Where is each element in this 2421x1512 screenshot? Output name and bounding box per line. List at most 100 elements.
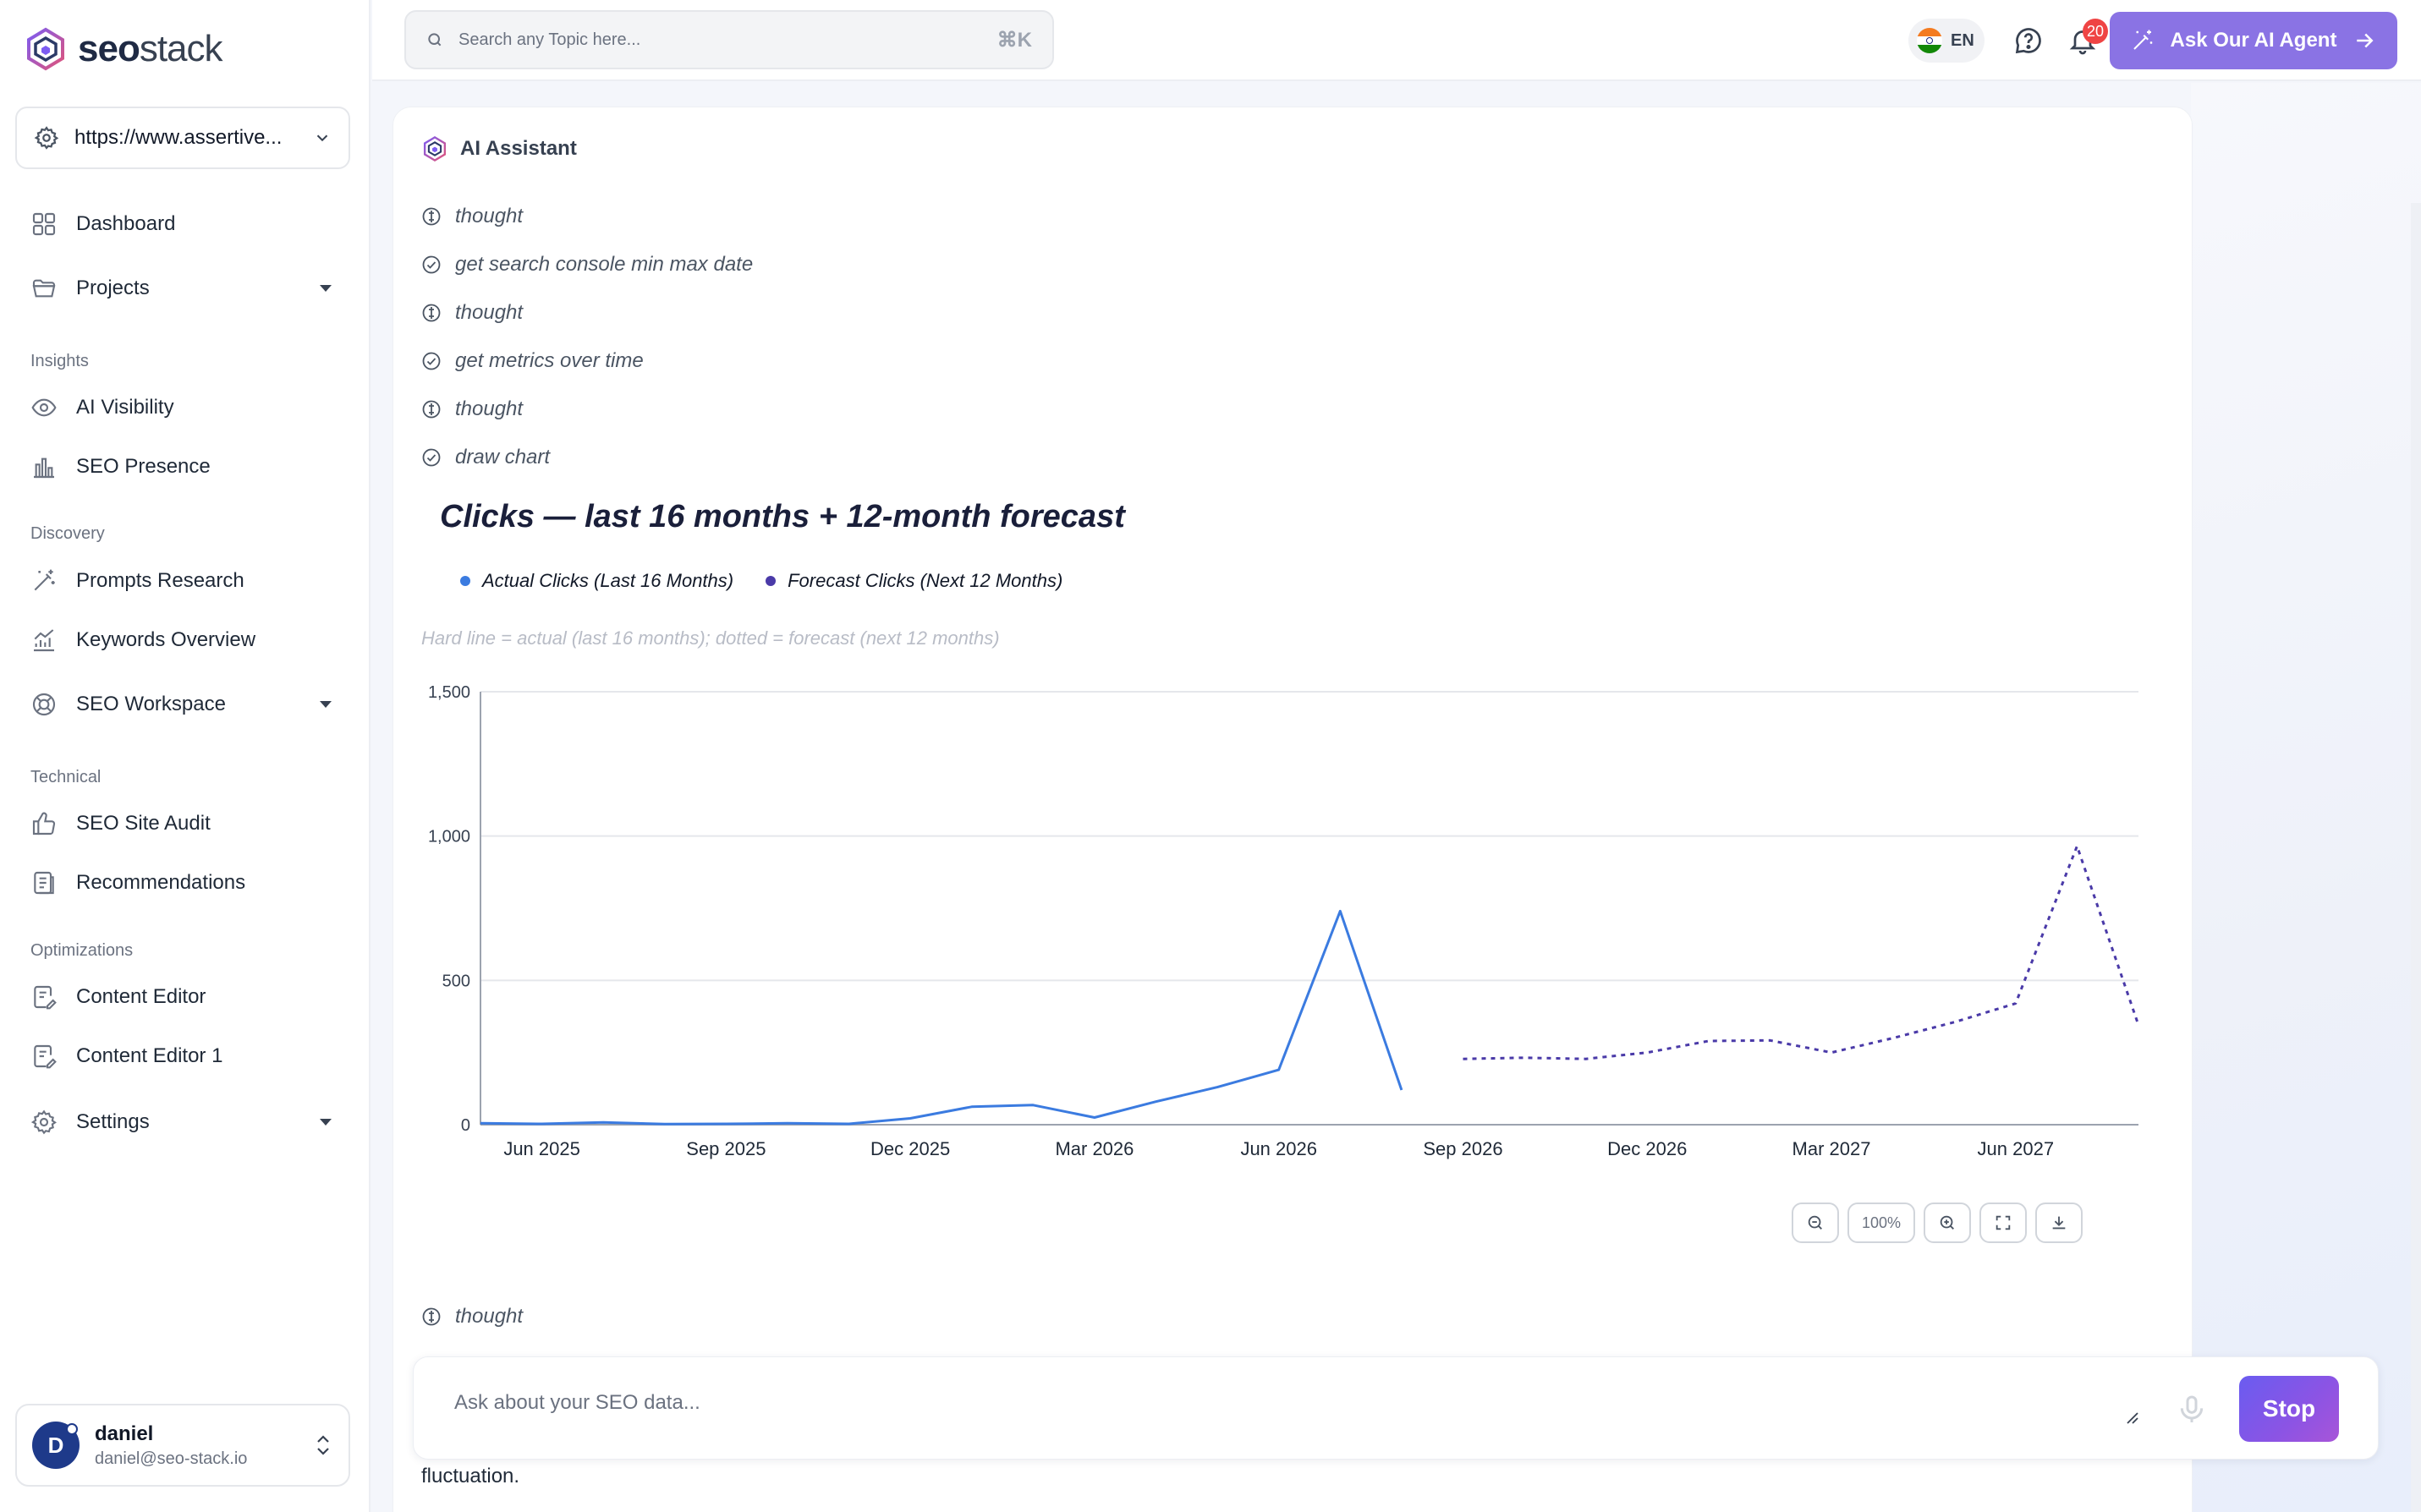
clicks-line-chart: 0 500 1,000 1,500 Jun 2025 Sep 2025 Dec 2025 Ma… [428,683,2140,1159]
check-circle-icon [422,255,441,274]
sidebar-item-label: SEO Site Audit [76,812,211,835]
step-label: thought [455,205,524,227]
sidebar-item-projects[interactable]: Projects [30,270,343,307]
brand-logo[interactable]: seostack [25,25,223,73]
section-label-technical: Technical [30,768,102,786]
assistant-response-text: fluctuation. [421,1465,520,1487]
step-item: thought [421,301,523,325]
y-tick-label: 1,000 [428,828,470,846]
user-menu[interactable]: D daniel daniel@seo-stack.io [15,1404,350,1487]
help-icon[interactable] [2013,25,2044,56]
sidebar-item-settings[interactable]: Settings [30,1104,343,1141]
language-selector[interactable]: EN [1908,19,1985,63]
step-item: get metrics over time [421,349,644,373]
sidebar-item-seo-workspace[interactable]: SEO Workspace [30,686,343,723]
brand-name-regular: stack [139,28,223,69]
x-tick-label: Mar 2027 [1792,1138,1871,1159]
sidebar-item-keywords-overview[interactable]: Keywords Overview [30,622,343,659]
search-input[interactable] [458,30,982,50]
chart-legend: Actual Clicks (Last 16 Months) Forecast … [460,570,1062,592]
bulb-icon [422,304,441,322]
x-tick-label: Mar 2026 [1055,1138,1134,1159]
microphone-icon[interactable] [2175,1393,2209,1427]
step-label: thought [455,301,524,324]
bulb-icon [422,400,441,419]
sparkle-wand-icon [2133,30,2152,50]
x-tick-label: Jun 2025 [503,1138,580,1159]
chart-subtitle: Hard line = actual (last 16 months); dot… [421,627,1000,649]
step-item: thought [421,397,523,421]
sidebar-item-label: Dashboard [76,212,176,235]
assistant-header: AI Assistant [421,135,577,162]
chart-zoom-controls: 100% [1792,1202,2083,1243]
step-item: draw chart [421,446,550,469]
legend-item-forecast[interactable]: Forecast Clicks (Next 12 Months) [766,570,1062,592]
site-selector-value: https://www.assertive... [74,126,283,149]
sidebar-item-content-editor[interactable]: Content Editor [30,978,343,1016]
bar-chart-icon [34,457,54,479]
sidebar-item-label: Recommendations [76,871,246,894]
dashboard-icon [32,212,56,236]
zoom-in-button[interactable] [1924,1202,1971,1243]
sidebar-item-content-editor-1[interactable]: Content Editor 1 [30,1038,343,1075]
sidebar-item-seo-presence[interactable]: SEO Presence [30,448,343,485]
x-tick-label: Dec 2025 [870,1138,950,1159]
step-label: get search console min max date [455,253,754,276]
step-label: get metrics over time [455,349,644,372]
zoom-level[interactable]: 100% [1847,1202,1915,1243]
user-name: daniel [95,1422,154,1445]
download-button[interactable] [2035,1202,2083,1243]
x-tick-label: Dec 2026 [1607,1138,1687,1159]
step-label: draw chart [455,446,551,468]
zoom-out-button[interactable] [1792,1202,1839,1243]
assistant-card [393,107,2193,1512]
magic-wand-icon [34,569,55,591]
eye-icon [31,398,57,417]
legend-swatch [766,576,777,586]
section-label-optimizations: Optimizations [30,941,134,960]
site-selector[interactable]: https://www.assertive... [15,107,350,169]
seostack-logo-icon [27,27,64,71]
avatar: D [32,1422,80,1469]
forecast-clicks-line [1463,845,2140,1060]
page-background [2191,83,2421,1512]
bulb-icon [422,1307,441,1326]
arrow-right-icon [2357,33,2374,48]
sidebar-item-seo-site-audit[interactable]: SEO Site Audit [30,805,343,842]
legend-label: Forecast Clicks (Next 12 Months) [788,570,1063,591]
ask-ai-agent-button[interactable]: Ask Our AI Agent [2110,12,2397,69]
caret-down-icon [320,1119,332,1126]
ask-ai-agent-label: Ask Our AI Agent [2170,29,2337,52]
notification-badge: 20 [2083,19,2109,44]
search-bar[interactable]: ⌘K [404,10,1054,69]
trend-chart-icon [34,629,54,652]
stop-button[interactable]: Stop [2239,1376,2339,1442]
x-tick-label: Jun 2026 [1240,1138,1317,1159]
actual-clicks-line [480,909,1403,1126]
y-tick-label: 0 [461,1116,470,1135]
fullscreen-button[interactable] [1979,1202,2027,1243]
edit-document-icon [34,985,57,1010]
step-item: get search console min max date [421,253,753,277]
chevron-down-icon [316,134,328,142]
resize-handle-icon[interactable] [2124,1410,2139,1425]
y-tick-label: 1,500 [428,683,470,702]
step-label: thought [455,397,524,420]
thumbs-up-icon [32,812,56,835]
legend-item-actual[interactable]: Actual Clicks (Last 16 Months) [460,570,733,592]
sidebar-item-recommendations[interactable]: Recommendations [30,864,343,901]
gear-icon [30,1109,57,1135]
chat-input[interactable] [454,1391,2061,1415]
sidebar-item-label: SEO Workspace [76,693,226,715]
caret-down-icon [320,701,332,708]
scrollbar[interactable] [2411,203,2421,1512]
section-label-discovery: Discovery [30,524,105,543]
section-label-insights: Insights [30,352,89,370]
top-bar: ⌘K EN 20 Ask Our AI Agent [372,0,2421,81]
chevron-up-down-icon [317,1435,329,1455]
user-email: daniel@seo-stack.io [95,1449,248,1468]
sidebar-item-ai-visibility[interactable]: AI Visibility [30,389,343,426]
x-tick-label: Sep 2025 [686,1138,766,1159]
sidebar-item-dashboard[interactable]: Dashboard [30,205,343,243]
sidebar-item-prompts-research[interactable]: Prompts Research [30,562,343,600]
